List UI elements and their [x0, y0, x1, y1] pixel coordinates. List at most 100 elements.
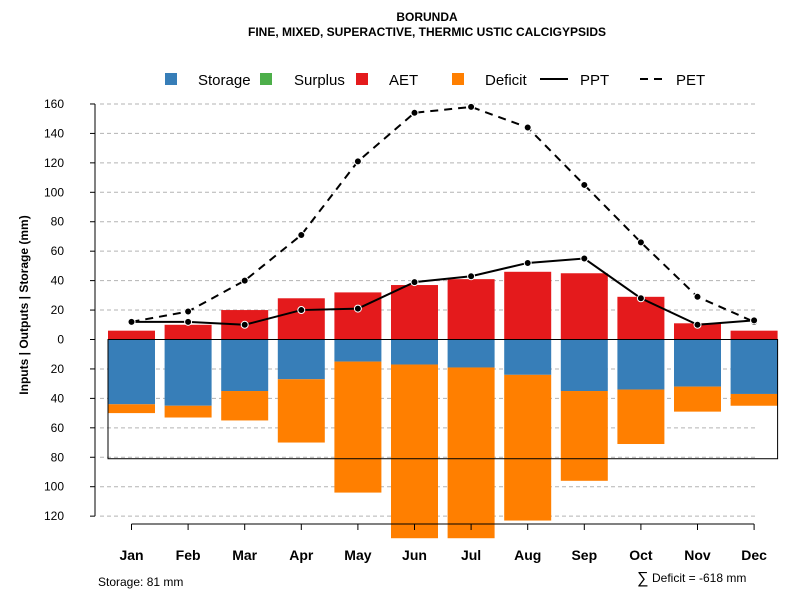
y-tick-label: 80 [51, 450, 65, 464]
ppt-line [131, 257, 755, 326]
x-tick-label: Aug [514, 547, 541, 563]
x-tick-label: Dec [741, 547, 767, 563]
x-tick-label: May [344, 547, 371, 563]
legend-storage-swatch [165, 73, 177, 85]
ppt-point [750, 316, 759, 325]
storage-bar [391, 339, 438, 365]
pet-point [353, 157, 362, 166]
x-tick-label: Feb [176, 547, 201, 563]
x-tick-label: Jun [402, 547, 427, 563]
storage-bar [221, 339, 269, 392]
ppt-point [523, 258, 532, 267]
y-tick-label: 40 [51, 274, 65, 288]
y-tick-label: 20 [51, 362, 65, 376]
pet-point [240, 276, 249, 285]
pet-point [297, 230, 306, 239]
legend-storage-label: Storage [198, 72, 251, 89]
storage-bar [164, 339, 212, 406]
deficit-bar [617, 389, 665, 445]
aet-bar [277, 298, 325, 340]
chart-title: BORUNDA [396, 10, 458, 24]
storage-bar [277, 339, 325, 380]
pet-line [131, 105, 755, 323]
legend-aet-swatch [356, 73, 368, 85]
deficit-bar [560, 391, 608, 481]
storage-bar [730, 339, 778, 394]
pet-point [693, 292, 702, 301]
deficit-bar [730, 393, 778, 406]
storage-bar [447, 339, 495, 368]
x-tick-label: Jan [119, 547, 143, 563]
legend-ppt-label: PPT [580, 72, 609, 89]
aet-bar [730, 330, 778, 340]
x-tick-label: Apr [289, 547, 314, 563]
y-tick-label: 0 [57, 333, 64, 347]
chart-subtitle: FINE, MIXED, SUPERACTIVE, THERMIC USTIC … [248, 25, 606, 39]
pet-point [410, 108, 419, 117]
sigma-symbol: ∑ [637, 570, 648, 587]
aet-bar [108, 330, 155, 340]
legend-surplus-swatch [260, 73, 272, 85]
bars [107, 271, 779, 539]
ppt-point [467, 272, 476, 281]
y-tick-label: 100 [44, 185, 64, 199]
y-tick-label: 160 [44, 97, 64, 111]
storage-capacity-box [107, 339, 779, 460]
storage-bar [674, 339, 721, 387]
aet-bar [674, 323, 721, 340]
deficit-bar [391, 364, 438, 539]
storage-bar [617, 339, 665, 390]
pet-point [636, 238, 645, 247]
deficit-bar [164, 405, 212, 418]
y-tick-label: 120 [44, 156, 64, 170]
deficit-note: Deficit = -618 mm [652, 571, 746, 585]
lines [127, 102, 759, 329]
y-tick-label: 40 [51, 391, 65, 405]
x-tick-label: Mar [232, 547, 257, 563]
y-tick-label: 20 [51, 303, 65, 317]
y-tick-label: 140 [44, 126, 64, 140]
deficit-bar [334, 361, 382, 493]
ppt-point [297, 306, 306, 315]
ppt-point [184, 317, 193, 326]
legend-pet-label: PET [676, 72, 705, 89]
x-axis: Jan Feb Mar Apr May Jun Jul Aug Sep Oct Nov Dec [119, 523, 767, 563]
ppt-point [693, 320, 702, 329]
deficit-bar [447, 367, 495, 539]
x-tick-label: Nov [684, 547, 711, 563]
aet-bar [447, 279, 495, 340]
deficit-bar [221, 391, 269, 421]
x-tick-label: Sep [571, 547, 597, 563]
aet-bar [560, 273, 608, 340]
storage-bar [504, 339, 552, 375]
ppt-point [636, 294, 645, 303]
deficit-bar [674, 386, 721, 412]
ppt-point [410, 278, 419, 287]
y-tick-label: 100 [44, 480, 64, 494]
storage-note: Storage: 81 mm [98, 575, 183, 589]
pet-point [467, 102, 476, 111]
deficit-bar [504, 374, 552, 521]
ppt-point [580, 254, 589, 263]
legend-deficit-label: Deficit [485, 72, 528, 89]
y-tick-label: 60 [51, 244, 65, 258]
aet-bar [504, 271, 552, 340]
pet-point [523, 123, 532, 132]
legend-surplus-label: Surplus [294, 72, 345, 89]
aet-bar [334, 292, 382, 340]
pet-point [184, 307, 193, 316]
aet-bar [391, 285, 438, 340]
legend: Storage Surplus AET Deficit PPT PET [165, 72, 705, 89]
y-tick-label: 80 [51, 215, 65, 229]
y-tick-label: 120 [44, 509, 64, 523]
storage-bar [334, 339, 382, 362]
deficit-bar [277, 379, 325, 443]
legend-deficit-swatch [452, 73, 464, 85]
storage-bar [108, 339, 155, 405]
ppt-point [240, 320, 249, 329]
aet-bar [164, 324, 212, 340]
x-tick-label: Jul [461, 547, 481, 563]
ppt-point [127, 317, 136, 326]
deficit-bar [108, 404, 155, 414]
